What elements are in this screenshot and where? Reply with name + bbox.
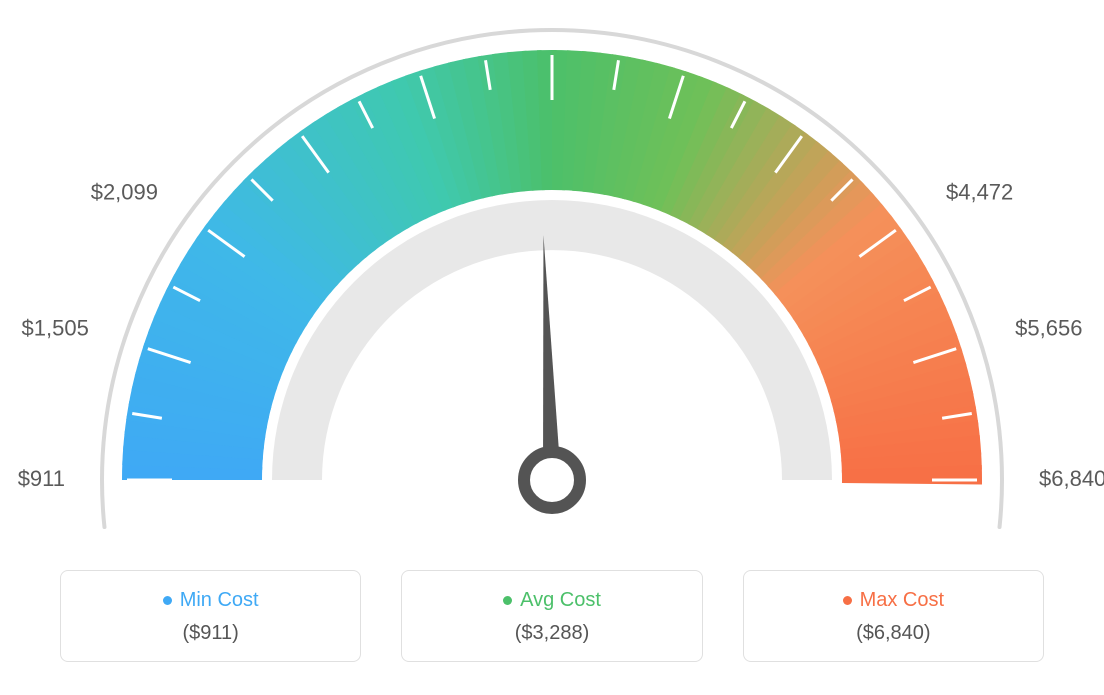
legend-label-min: Min Cost bbox=[180, 589, 259, 612]
scale-label: $5,656 bbox=[1015, 316, 1082, 341]
legend-value-max: ($6,840) bbox=[754, 622, 1033, 645]
legend-value-min: ($911) bbox=[71, 622, 350, 645]
legend-dot-max bbox=[843, 596, 852, 605]
legend-dot-avg bbox=[503, 596, 512, 605]
legend-box-max: Max Cost ($6,840) bbox=[743, 570, 1044, 662]
legend-box-avg: Avg Cost ($3,288) bbox=[401, 570, 702, 662]
legend-label-row: Max Cost bbox=[754, 589, 1033, 612]
scale-label: $2,099 bbox=[91, 180, 158, 205]
outer-arc-ext bbox=[102, 480, 104, 527]
outer-arc-ext bbox=[1000, 480, 1002, 527]
legend-value-avg: ($3,288) bbox=[412, 622, 691, 645]
legend-box-min: Min Cost ($911) bbox=[60, 570, 361, 662]
scale-label: $911 bbox=[18, 466, 65, 491]
legend-dot-min bbox=[163, 596, 172, 605]
scale-label: $4,472 bbox=[946, 180, 1013, 205]
legend-label-row: Min Cost bbox=[71, 589, 350, 612]
legend-label-row: Avg Cost bbox=[412, 589, 691, 612]
scale-label: $6,840 bbox=[1039, 466, 1104, 491]
legend-row: Min Cost ($911) Avg Cost ($3,288) Max Co… bbox=[0, 570, 1104, 662]
legend-label-avg: Avg Cost bbox=[520, 589, 601, 612]
needle-pivot bbox=[524, 452, 580, 508]
legend-label-max: Max Cost bbox=[860, 589, 944, 612]
gauge-chart-container: $911$1,505$2,099$3,288$4,472$5,656$6,840… bbox=[0, 0, 1104, 690]
scale-label: $1,505 bbox=[22, 316, 89, 341]
